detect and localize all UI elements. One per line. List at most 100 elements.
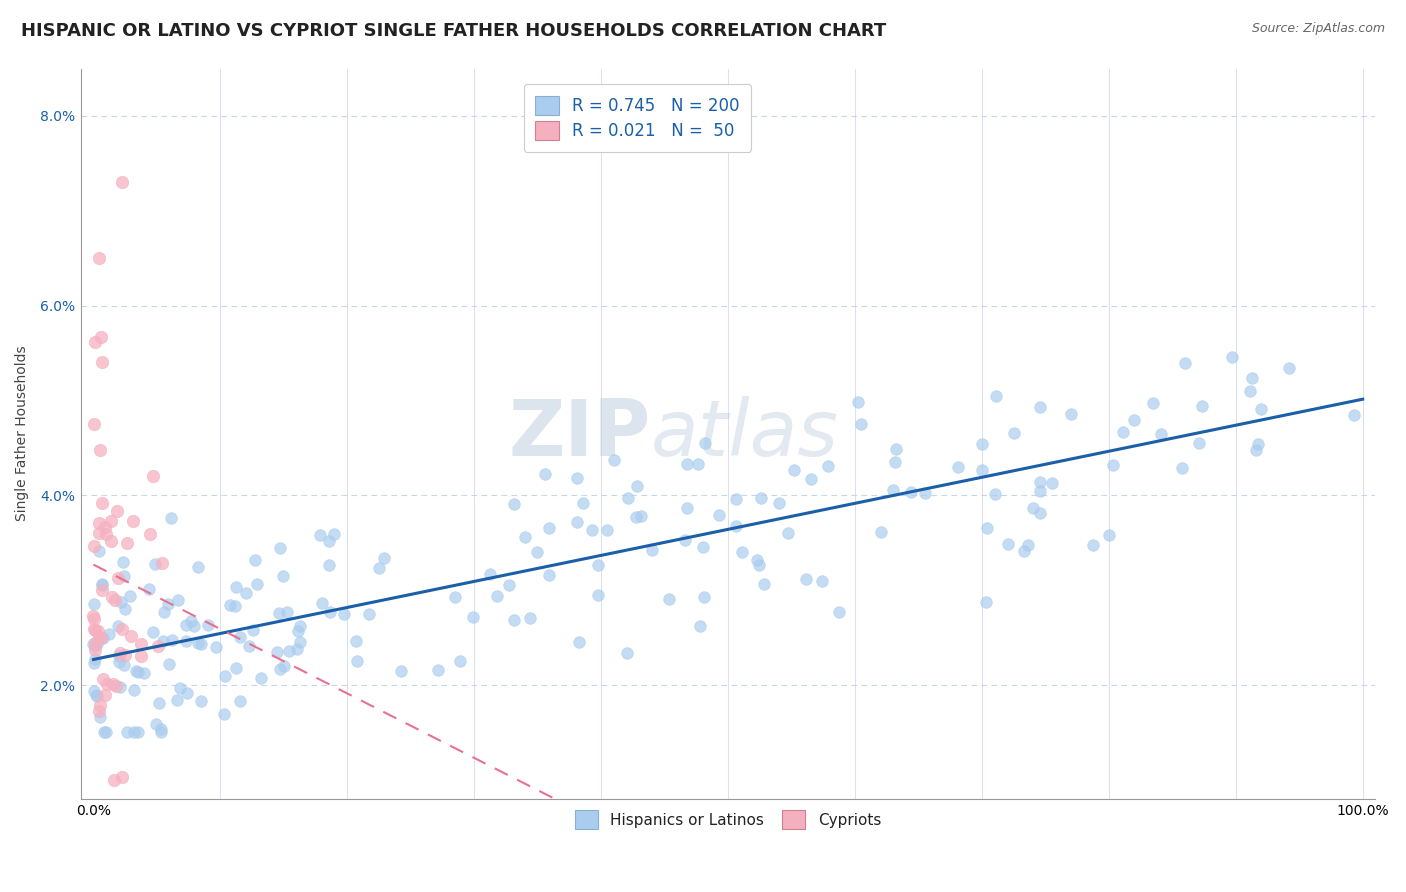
Point bbox=[190, 637, 212, 651]
Point bbox=[87, 251, 110, 265]
Point bbox=[946, 459, 969, 474]
Point bbox=[502, 613, 524, 627]
Point bbox=[225, 660, 247, 674]
Point bbox=[319, 605, 342, 619]
Point bbox=[114, 602, 136, 616]
Point bbox=[346, 654, 368, 668]
Point bbox=[190, 694, 212, 708]
Point bbox=[1142, 395, 1164, 409]
Point bbox=[519, 611, 541, 625]
Point bbox=[676, 501, 699, 516]
Point bbox=[187, 560, 209, 574]
Point bbox=[596, 523, 619, 537]
Point bbox=[269, 541, 291, 555]
Point bbox=[344, 634, 367, 648]
Point bbox=[122, 514, 145, 528]
Point bbox=[238, 639, 260, 653]
Point bbox=[626, 479, 648, 493]
Point bbox=[626, 509, 648, 524]
Point bbox=[183, 619, 205, 633]
Point bbox=[603, 453, 626, 467]
Point bbox=[214, 669, 236, 683]
Point bbox=[449, 654, 471, 668]
Point bbox=[1022, 501, 1045, 516]
Point bbox=[83, 622, 105, 636]
Point bbox=[174, 634, 197, 648]
Point bbox=[122, 683, 145, 698]
Point bbox=[89, 442, 111, 457]
Point bbox=[748, 558, 770, 573]
Point bbox=[89, 709, 111, 723]
Point bbox=[1188, 436, 1211, 450]
Point bbox=[127, 665, 149, 679]
Point bbox=[112, 569, 135, 583]
Point bbox=[811, 574, 834, 588]
Point bbox=[498, 578, 520, 592]
Point bbox=[1220, 350, 1243, 364]
Point bbox=[1028, 507, 1050, 521]
Point bbox=[235, 586, 257, 600]
Point bbox=[101, 591, 124, 605]
Point bbox=[1012, 544, 1035, 558]
Point bbox=[588, 588, 610, 602]
Point bbox=[478, 566, 501, 581]
Point bbox=[229, 630, 252, 644]
Legend: Hispanics or Latinos, Cypriots: Hispanics or Latinos, Cypriots bbox=[569, 805, 887, 835]
Point bbox=[572, 496, 595, 510]
Point bbox=[243, 553, 266, 567]
Point bbox=[586, 558, 609, 573]
Point bbox=[616, 646, 638, 660]
Point bbox=[883, 455, 905, 469]
Point bbox=[96, 725, 118, 739]
Point bbox=[731, 545, 754, 559]
Point bbox=[87, 543, 110, 558]
Point bbox=[115, 535, 138, 549]
Point bbox=[526, 544, 548, 558]
Point bbox=[87, 516, 110, 530]
Point bbox=[82, 637, 104, 651]
Point bbox=[695, 436, 717, 450]
Point bbox=[1343, 409, 1365, 423]
Point bbox=[111, 770, 134, 784]
Point bbox=[91, 578, 114, 592]
Point bbox=[129, 648, 152, 663]
Point bbox=[224, 599, 246, 614]
Point bbox=[90, 330, 112, 344]
Point bbox=[122, 725, 145, 739]
Point bbox=[86, 689, 108, 703]
Point bbox=[225, 580, 247, 594]
Point bbox=[463, 610, 485, 624]
Point bbox=[970, 437, 993, 451]
Point bbox=[160, 511, 183, 525]
Point bbox=[157, 657, 180, 672]
Point bbox=[828, 605, 851, 619]
Point bbox=[111, 622, 134, 636]
Point bbox=[167, 593, 190, 607]
Point bbox=[269, 662, 291, 676]
Point bbox=[1250, 401, 1272, 416]
Point bbox=[87, 704, 110, 718]
Point bbox=[138, 582, 160, 596]
Text: atlas: atlas bbox=[651, 396, 838, 472]
Point bbox=[148, 696, 170, 710]
Point bbox=[150, 557, 173, 571]
Point bbox=[129, 637, 152, 651]
Point bbox=[91, 672, 114, 686]
Point bbox=[1244, 443, 1267, 458]
Point bbox=[817, 459, 839, 474]
Point bbox=[689, 618, 711, 632]
Point bbox=[139, 527, 162, 541]
Point bbox=[90, 631, 112, 645]
Point bbox=[983, 486, 1005, 500]
Point bbox=[93, 631, 115, 645]
Point bbox=[84, 642, 107, 657]
Point bbox=[1060, 407, 1083, 421]
Point bbox=[565, 470, 588, 484]
Point bbox=[103, 772, 125, 787]
Point bbox=[986, 389, 1008, 403]
Point bbox=[997, 537, 1019, 551]
Point bbox=[83, 417, 105, 431]
Point bbox=[1111, 425, 1133, 439]
Point bbox=[367, 561, 389, 575]
Point bbox=[357, 607, 380, 621]
